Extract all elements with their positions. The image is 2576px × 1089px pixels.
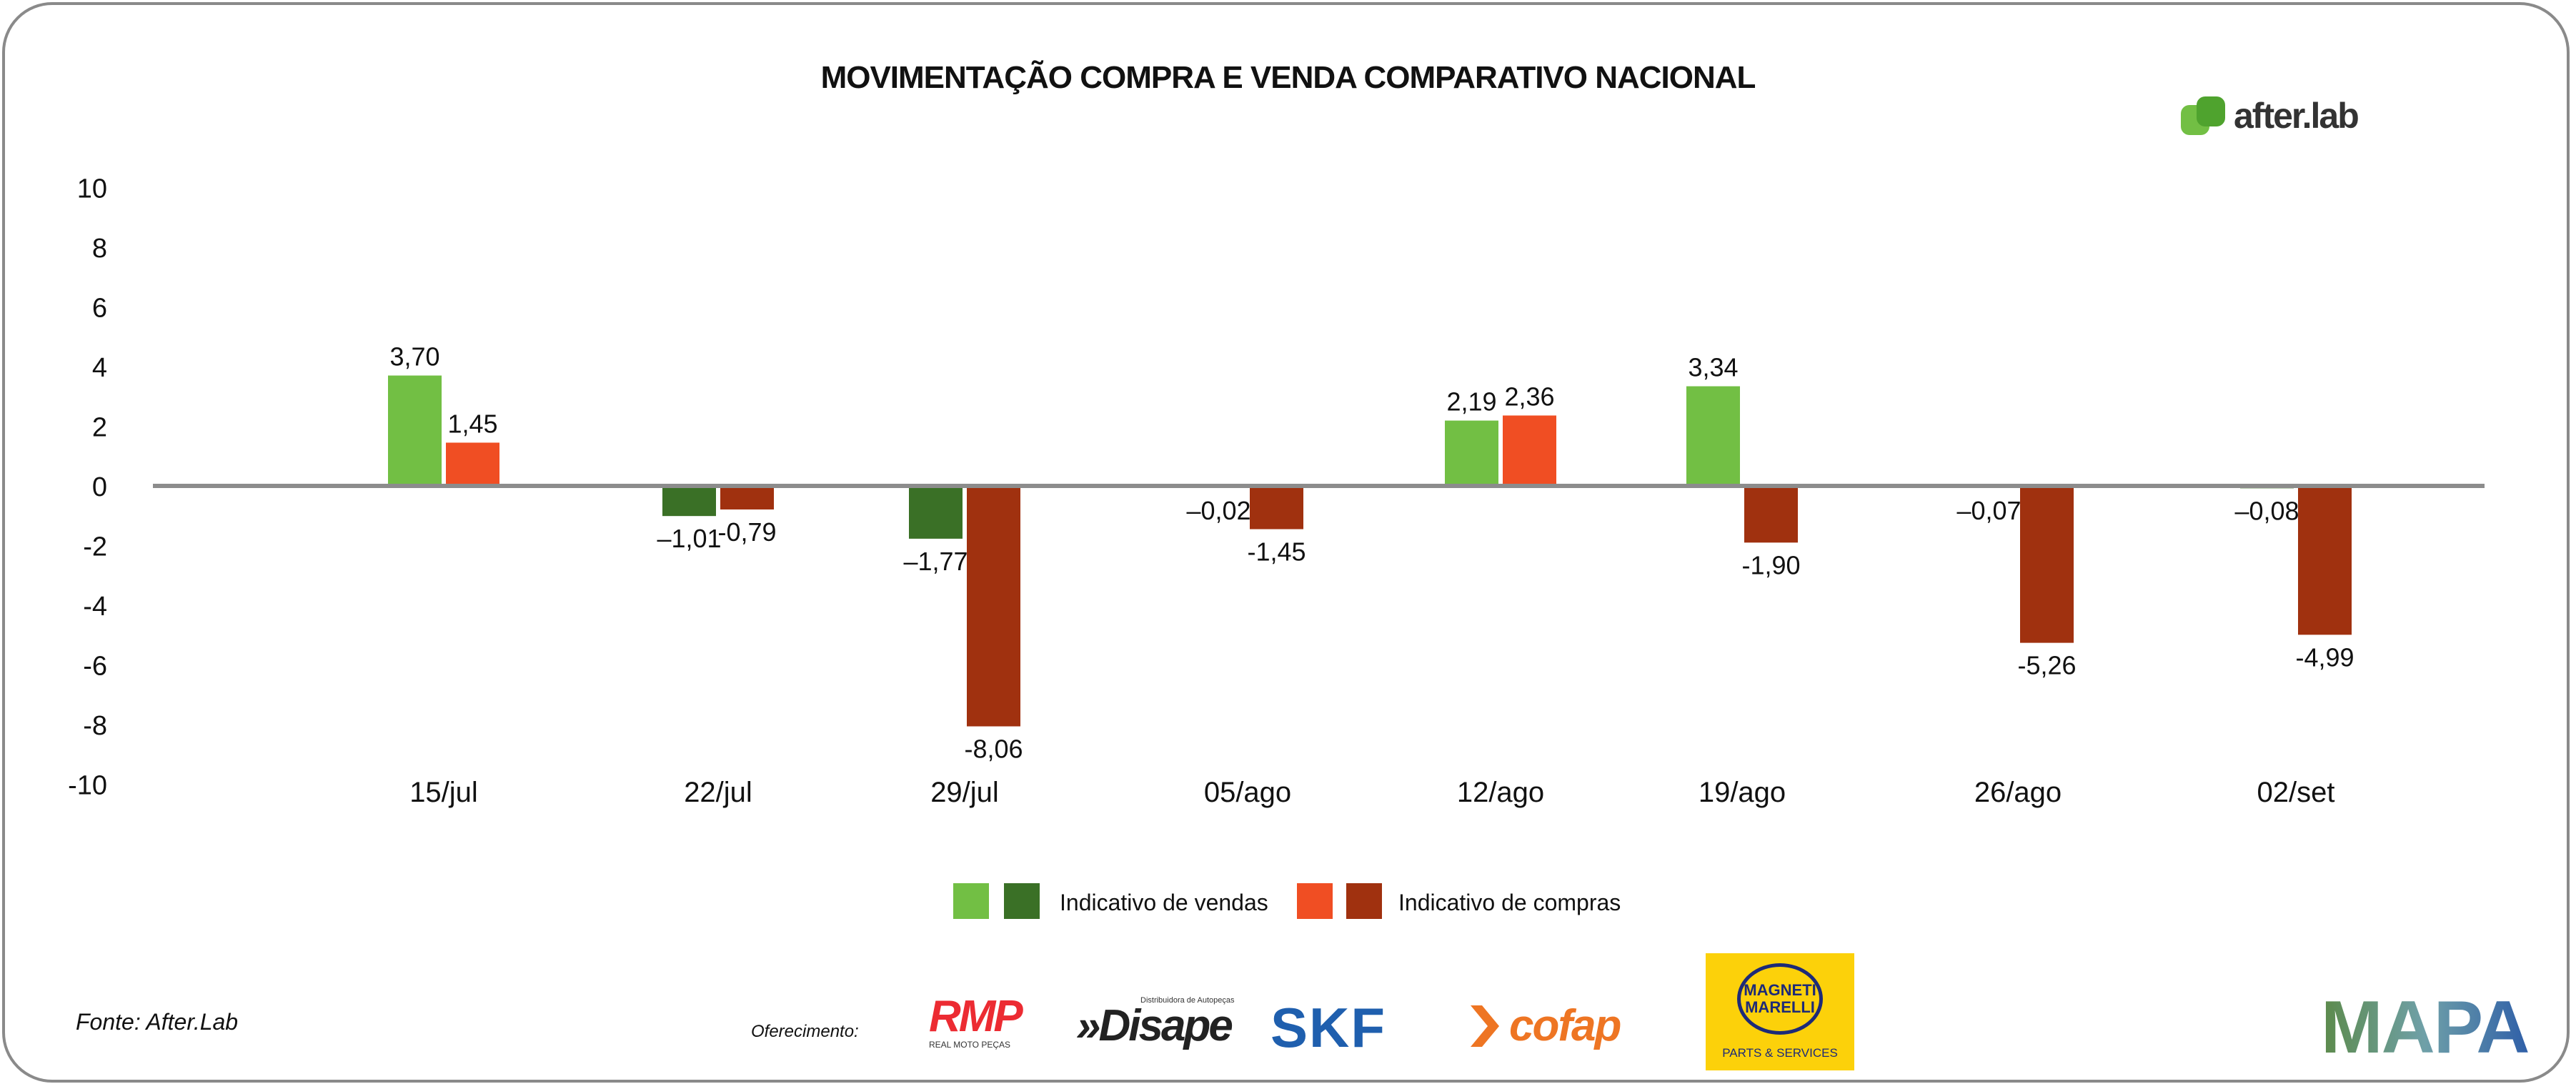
cofap-x-icon [1471, 1005, 1499, 1047]
disape-logo: Distribuidora de Autopeças »Disape [1076, 996, 1235, 1050]
bar-compras [1744, 486, 1798, 543]
legend-swatch-negative [1346, 883, 1382, 919]
y-tick-label: 6 [92, 294, 107, 324]
data-label: 3,70 [389, 342, 439, 372]
data-label: 2,36 [1504, 382, 1554, 411]
mapa-logo: MAPA [2321, 986, 2530, 1069]
data-label: -1,45 [1247, 537, 1306, 567]
data-label: 1,45 [447, 409, 497, 438]
skf-logo: SKF [1270, 996, 1386, 1059]
x-tick-label: 26/ago [1974, 777, 2062, 808]
legend-label: Indicativo de vendas [1060, 890, 1268, 915]
legend-label: Indicativo de compras [1398, 890, 1621, 915]
data-label: –1,77 [903, 547, 968, 576]
y-tick-label: -10 [68, 771, 107, 801]
legend-swatch-positive [953, 883, 989, 919]
y-tick-label: 10 [77, 174, 107, 204]
data-label: -4,99 [2295, 642, 2354, 672]
bar-vendas [1686, 386, 1740, 486]
bar-vendas [1445, 420, 1498, 486]
data-label: –0,07 [1956, 496, 2021, 525]
y-tick-label: 0 [92, 472, 107, 502]
rmp-logo: RMP REAL MOTO PEÇAS [929, 992, 1023, 1050]
bar-compras [967, 486, 1020, 727]
magneti-marelli-logo: MAGNETI MARELLI PARTS & SERVICES [1706, 953, 1854, 1070]
bar-compras [446, 442, 499, 486]
bar-compras [2298, 486, 2352, 635]
y-tick-label: -8 [83, 711, 107, 741]
data-label: -0,79 [717, 517, 776, 547]
legend-swatch-negative [1004, 883, 1040, 919]
bar-compras [1250, 486, 1303, 529]
afterlab-logo-icon [2181, 96, 2225, 135]
y-tick-label: 4 [92, 353, 107, 383]
data-label: –0,08 [2234, 496, 2299, 525]
x-tick-label: 02/set [2257, 777, 2335, 808]
bar-compras [2020, 486, 2074, 643]
y-tick-label: -6 [83, 652, 107, 682]
data-label: -8,06 [964, 735, 1023, 764]
data-label: 2,19 [1446, 387, 1496, 417]
bar-compras [720, 486, 774, 509]
y-tick-label: -4 [83, 592, 107, 622]
afterlab-logo: after.lab [2179, 94, 2359, 137]
data-label: -1,90 [1741, 550, 1800, 580]
y-tick-label: -2 [83, 532, 107, 562]
data-label: -5,26 [2017, 651, 2076, 680]
x-tick-label: 15/jul [409, 777, 478, 808]
x-tick-label: 22/jul [684, 777, 752, 808]
y-tick-label: 2 [92, 413, 107, 443]
legend-swatch-positive [1297, 883, 1333, 919]
x-tick-label: 05/ago [1204, 777, 1291, 808]
data-label: 3,34 [1688, 353, 1738, 382]
bar-vendas [662, 486, 716, 517]
x-tick-label: 12/ago [1457, 777, 1544, 808]
x-tick-label: 19/ago [1699, 777, 1786, 808]
bar-vendas [388, 375, 442, 486]
cofap-logo: cofap [1466, 1000, 1621, 1051]
bar-vendas [909, 486, 963, 539]
chart-title: MOVIMENTAÇÃO COMPRA E VENDA COMPARATIVO … [820, 60, 1756, 95]
x-tick-label: 29/jul [930, 777, 999, 808]
source-note: Fonte: After.Lab [76, 1009, 239, 1035]
data-label: –1,01 [657, 524, 721, 553]
y-tick-label: 8 [92, 234, 107, 264]
data-label: –0,02 [1186, 496, 1250, 525]
bar-compras [1503, 415, 1556, 486]
sponsor-label: Oferecimento: [751, 1022, 859, 1041]
